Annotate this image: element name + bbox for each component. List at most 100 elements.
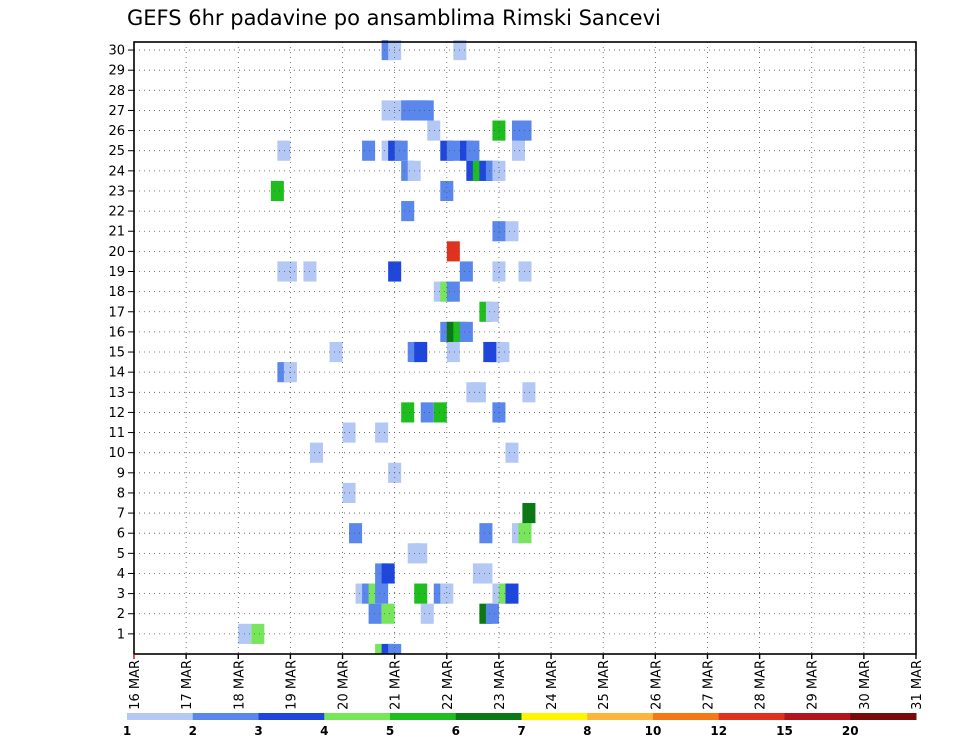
- heatmap-cell-33: [309, 442, 323, 463]
- y-tick-label-29: 29: [108, 64, 125, 79]
- heatmap-cell-90: [466, 140, 480, 161]
- y-tick-label-27: 27: [108, 104, 125, 119]
- heatmap-cell-49: [446, 341, 460, 363]
- y-tick-label-7: 7: [117, 507, 125, 522]
- heatmap-cell-91: [511, 140, 525, 161]
- legend-swatch-10: [784, 713, 851, 720]
- legend-label-20: 20: [842, 724, 859, 738]
- legend-swatch-11: [850, 713, 917, 720]
- heatmap-cell-101: [420, 100, 434, 121]
- heatmap-cell-23: [479, 563, 493, 584]
- legend-label-15: 15: [776, 724, 793, 738]
- heatmap-cell-5: [368, 603, 382, 624]
- y-tick-label-13: 13: [108, 386, 125, 401]
- color-legend: 1 2 3 4 5 6 7 8 10 12 15 20: [123, 713, 917, 738]
- heatmap-cell-73: [270, 180, 284, 202]
- y-tick-label-17: 17: [108, 305, 125, 320]
- heatmap-cell-88: [446, 140, 460, 161]
- heatmap-cell-83: [362, 140, 376, 161]
- legend-swatch-7: [587, 713, 654, 720]
- heatmap-cell-69: [446, 241, 460, 262]
- legend-label-5: 5: [386, 724, 394, 738]
- y-tick-label-3: 3: [117, 587, 125, 602]
- heatmap-cell-19: [505, 583, 519, 604]
- x-tick-label-6: 22 MAR: [441, 660, 456, 710]
- heatmap-cell-63: [283, 261, 297, 282]
- heatmap-cell-61: [446, 281, 460, 302]
- heatmap-cell-2: [388, 643, 402, 654]
- heatmap-cell-27: [479, 523, 493, 544]
- heatmap-cell-30: [522, 503, 536, 524]
- y-tick-label-14: 14: [108, 366, 125, 381]
- y-tick-label-28: 28: [108, 84, 125, 99]
- legend-label-8: 8: [583, 724, 591, 738]
- x-tick-label-2: 18 MAR: [232, 660, 247, 710]
- heatmap-cell-71: [505, 221, 519, 242]
- x-axis: 16 MAR 17 MAR 18 MAR 19 MAR 20 MAR 21 MAR 22 M…: [128, 654, 925, 710]
- legend-swatch-4: [390, 713, 457, 720]
- x-tick-label-8: 24 MAR: [545, 660, 560, 710]
- heatmap-cell-70: [492, 221, 506, 242]
- heatmap-cell-14: [414, 583, 428, 604]
- heatmap-cell-16: [440, 583, 454, 604]
- y-tick-label-20: 20: [108, 245, 125, 260]
- x-tick-label-1: 17 MAR: [180, 660, 195, 710]
- y-tick-label-11: 11: [108, 426, 125, 441]
- heatmap-cell-52: [496, 341, 510, 363]
- y-tick-label-6: 6: [117, 527, 125, 542]
- y-tick-label-12: 12: [108, 406, 125, 421]
- x-tick-label-12: 28 MAR: [754, 660, 769, 710]
- heatmap-cell-86: [394, 140, 408, 161]
- y-axis: 1234567891011121314151617181920212223242…: [108, 44, 134, 642]
- x-tick-label-0: 16 MAR: [128, 660, 143, 710]
- heatmap-cell-9: [485, 603, 499, 624]
- y-tick-label-21: 21: [108, 225, 125, 240]
- heatmap-cell-6: [381, 603, 395, 624]
- heatmap-cell-37: [401, 402, 415, 423]
- heatmap-cell-81: [492, 160, 506, 181]
- y-tick-label-26: 26: [108, 124, 125, 139]
- y-tick-label-2: 2: [117, 607, 125, 622]
- y-tick-label-10: 10: [108, 446, 125, 461]
- chart-title: GEFS 6hr padavine po ansamblima Rimski S…: [127, 6, 661, 30]
- y-tick-label-1: 1: [117, 627, 125, 642]
- legend-label-10: 10: [645, 724, 662, 738]
- heatmap-cell-58: [485, 301, 499, 322]
- x-tick-label-3: 19 MAR: [284, 660, 299, 710]
- legend-label-2: 2: [189, 724, 197, 738]
- heatmap-cell-56: [459, 321, 473, 342]
- legend-swatch-1: [192, 713, 259, 720]
- heatmap-cell-82: [277, 140, 291, 161]
- y-tick-label-18: 18: [108, 285, 125, 300]
- heatmap-cell-43: [522, 382, 536, 403]
- heatmap-cell-96: [381, 100, 395, 121]
- legend-swatch-9: [718, 713, 785, 720]
- heatmap-cell-67: [492, 261, 506, 282]
- y-tick-label-4: 4: [117, 567, 125, 582]
- heatmap-cell-21: [381, 563, 395, 584]
- x-tick-label-13: 29 MAR: [806, 660, 821, 710]
- legend-swatch-5: [455, 713, 522, 720]
- y-tick-label-30: 30: [108, 44, 125, 59]
- y-tick-label-24: 24: [108, 164, 125, 179]
- heatmap-cell-36: [375, 422, 389, 443]
- heatmap-cell-93: [492, 120, 506, 141]
- heatmap-cell-39: [433, 402, 447, 423]
- heatmap-cell-92: [427, 120, 441, 141]
- heatmap-cell-4: [251, 623, 265, 644]
- legend-label-4: 4: [320, 724, 328, 738]
- heatmap-cell-72: [401, 201, 415, 222]
- legend-swatch-8: [653, 713, 720, 720]
- plot-frame: [133, 41, 917, 655]
- y-tick-label-23: 23: [108, 184, 125, 199]
- legend-label-12: 12: [710, 724, 727, 738]
- y-tick-label-25: 25: [108, 144, 125, 159]
- legend-label-7: 7: [517, 724, 525, 738]
- heatmap-cell-13: [375, 583, 389, 604]
- x-tick-label-5: 21 MAR: [389, 660, 404, 710]
- x-tick-label-11: 27 MAR: [701, 660, 716, 710]
- heatmap-cell-38: [420, 402, 434, 423]
- x-tick-label-10: 26 MAR: [649, 660, 664, 710]
- heatmap-cell-48: [414, 341, 428, 363]
